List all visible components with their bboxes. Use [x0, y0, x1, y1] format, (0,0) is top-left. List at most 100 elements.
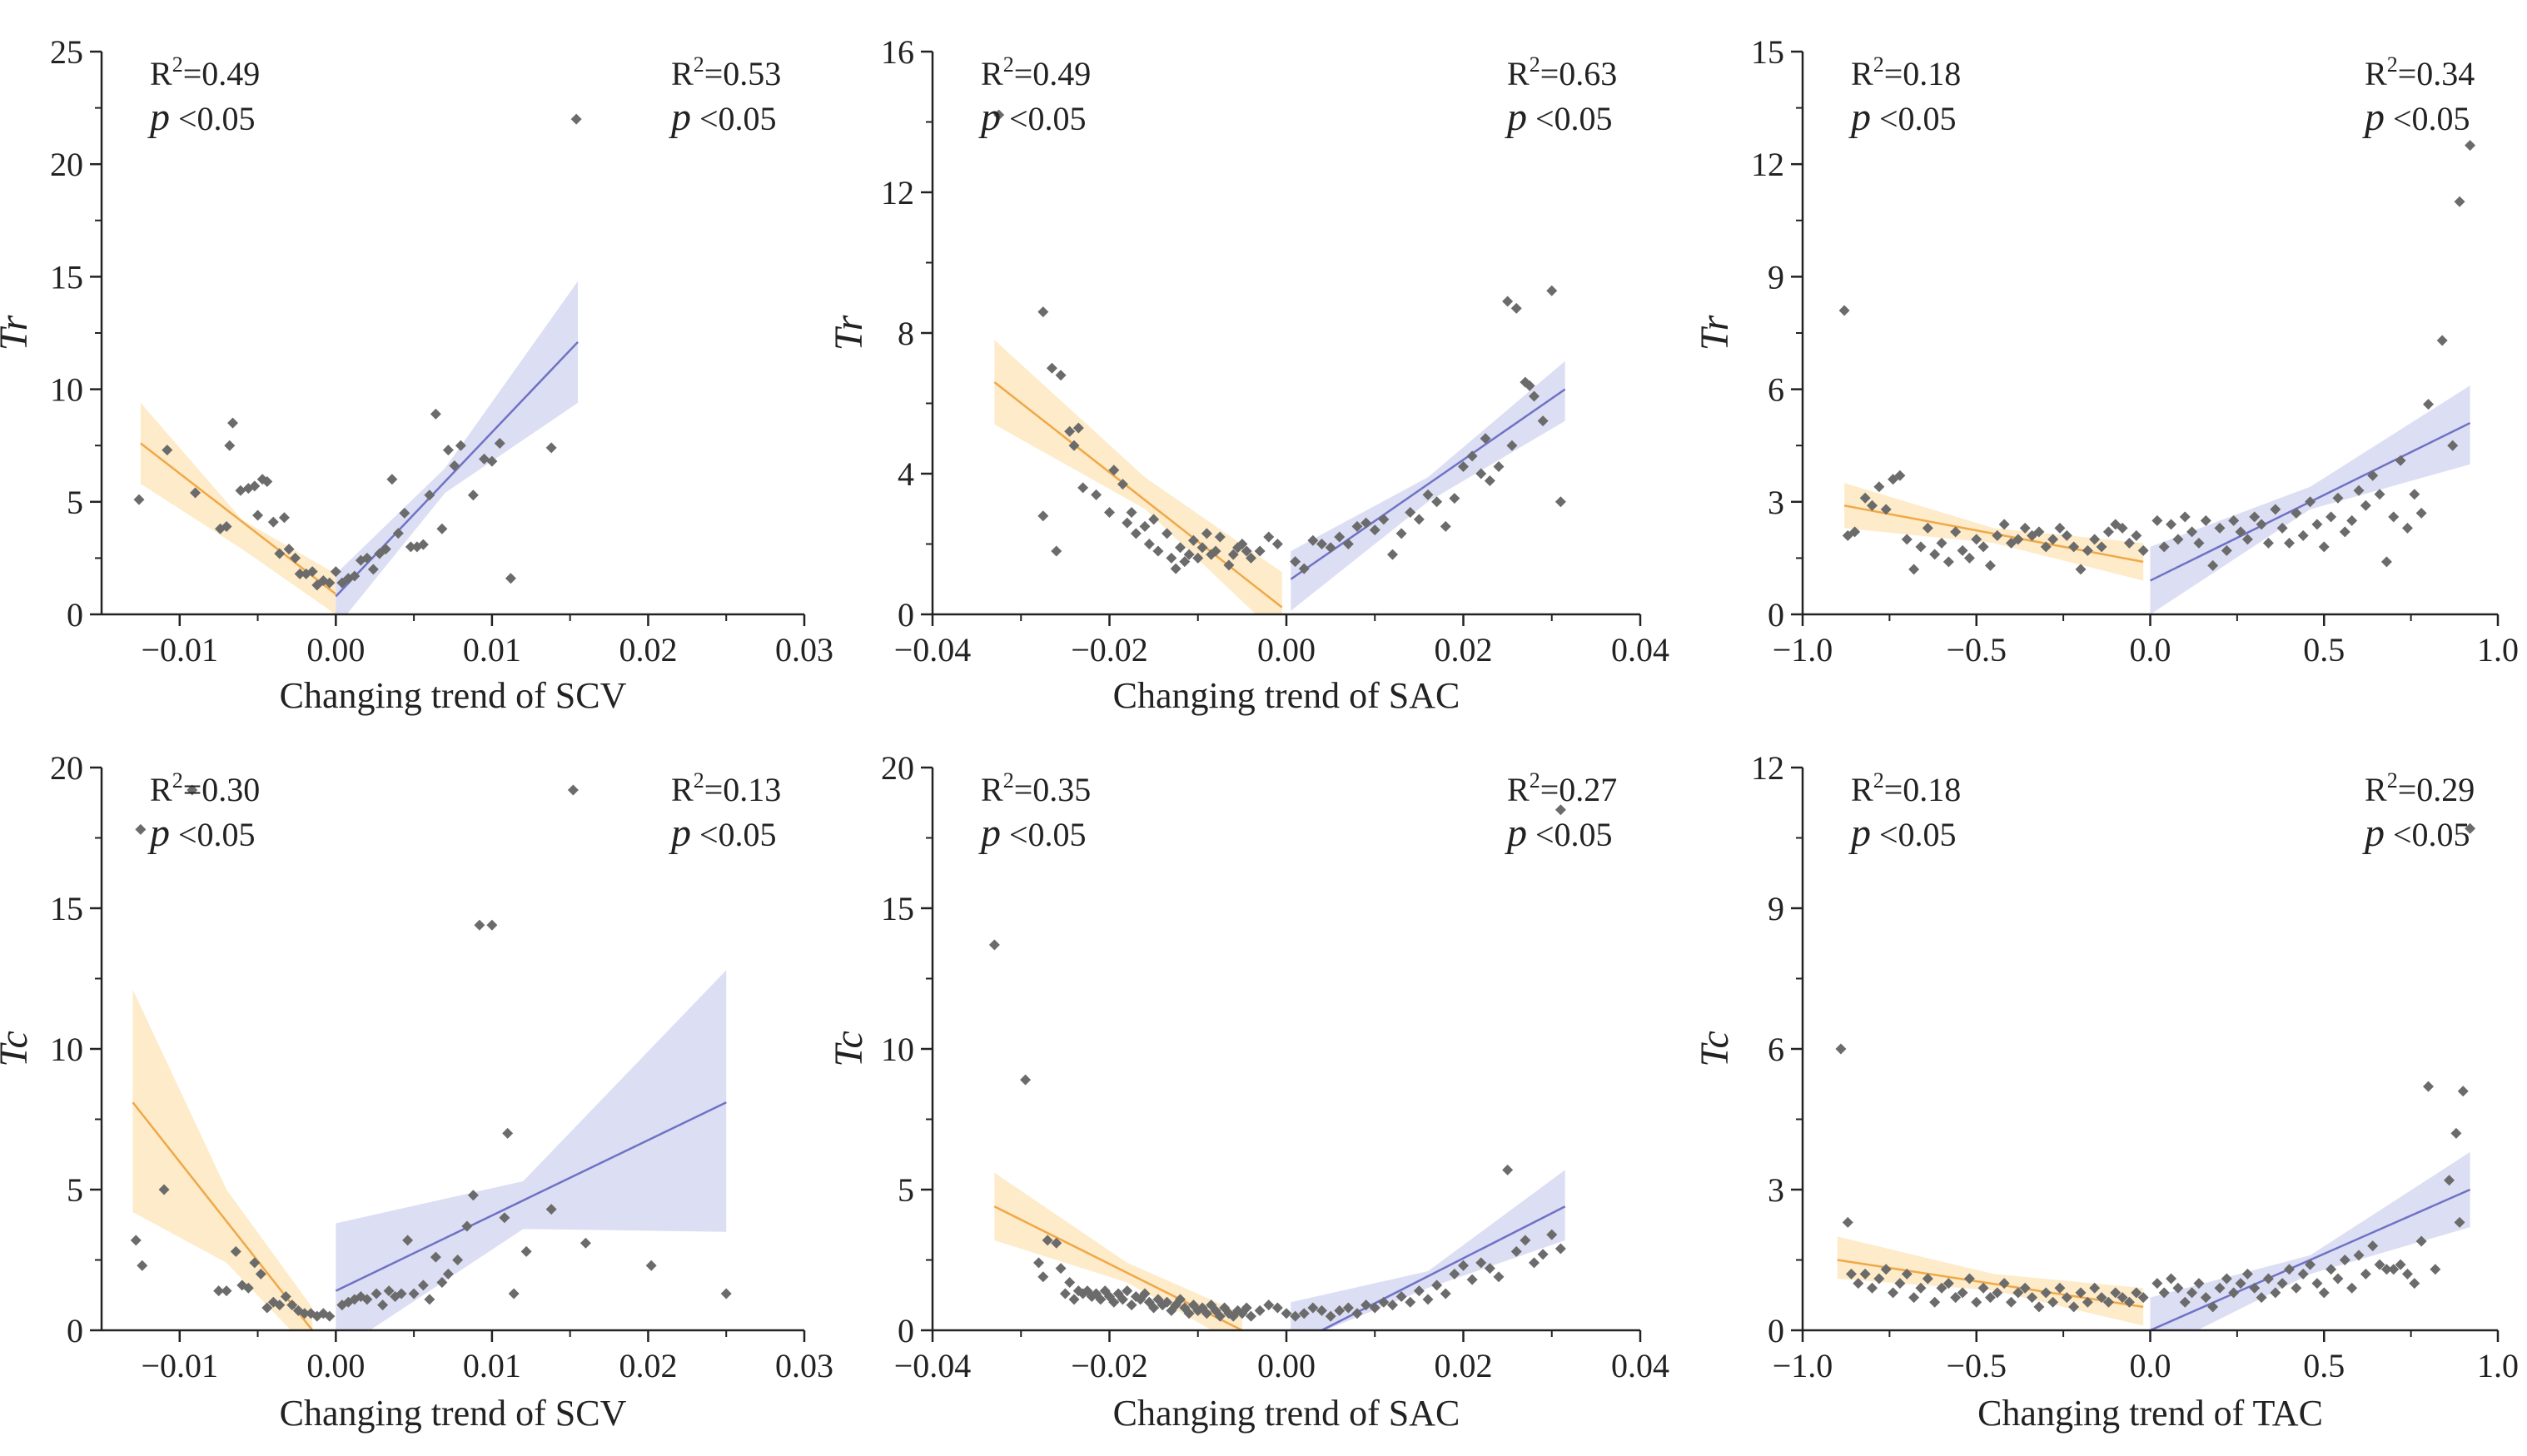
confidence-band-0 — [1837, 1236, 2144, 1326]
data-point — [2465, 822, 2476, 834]
data-point — [1480, 433, 1491, 445]
data-point — [2221, 1273, 2232, 1285]
data-point — [499, 1212, 510, 1224]
data-point — [1431, 1280, 1443, 1291]
data-point — [371, 1288, 382, 1299]
y-tick-label: 15 — [50, 890, 83, 927]
data-point — [1037, 1271, 1049, 1283]
x-tick-label: −0.02 — [1071, 1347, 1148, 1384]
data-point — [1126, 506, 1137, 518]
panel-tc-scv: −0.01 0.00 0.01 0.02 0.03 0 5 10 15 20 Changing tr… — [0, 749, 833, 1434]
data-point — [2200, 514, 2211, 526]
data-point — [1529, 1257, 1540, 1269]
data-point — [1537, 1249, 1549, 1260]
confidence-band-1 — [336, 281, 579, 614]
data-point — [2040, 1287, 2052, 1299]
r-squared-label: R2=0.27 — [1507, 768, 1617, 808]
x-tick-label: −0.5 — [1946, 631, 2007, 668]
data-point — [1179, 556, 1191, 568]
data-point — [1458, 1260, 1469, 1271]
data-point — [2110, 1287, 2122, 1299]
data-point — [1281, 1308, 1292, 1319]
data-point — [2102, 1296, 2114, 1308]
fit-line-0 — [993, 381, 1283, 609]
data-point — [2249, 1282, 2261, 1294]
plot-area — [132, 970, 727, 1330]
data-point — [299, 1308, 311, 1319]
y-tick-label: 20 — [50, 749, 83, 787]
data-point — [249, 480, 261, 492]
p-value-label: p <0.05 — [2362, 811, 2470, 855]
data-point — [324, 1310, 336, 1322]
confidence-band-0 — [140, 402, 336, 614]
confidence-band-0 — [1844, 483, 2144, 581]
data-point — [1963, 1273, 1975, 1285]
x-tick-label: 0.02 — [1435, 1347, 1493, 1384]
data-point — [330, 566, 341, 578]
data-point — [1290, 1310, 1301, 1322]
y-tick-label: 6 — [1768, 1031, 1784, 1068]
data-point — [430, 408, 441, 420]
data-point — [1361, 517, 1372, 529]
data-point — [261, 1302, 273, 1314]
y-tick-label: 0 — [67, 596, 83, 634]
data-point — [2117, 1292, 2128, 1304]
data-point — [1316, 1304, 1327, 1316]
r-squared-label: R2=0.35 — [981, 768, 1091, 808]
data-point — [1037, 306, 1049, 318]
data-point — [2193, 1278, 2205, 1290]
data-point — [1422, 1294, 1434, 1305]
data-point — [2082, 544, 2093, 556]
plot-area — [993, 340, 1566, 614]
data-point — [1059, 1288, 1071, 1299]
data-point — [1963, 552, 1975, 564]
data-point — [2318, 541, 2330, 553]
data-point — [1214, 1310, 1226, 1322]
data-point — [2027, 1292, 2038, 1304]
data-point — [1064, 425, 1076, 437]
data-point — [1126, 1299, 1137, 1311]
data-point — [1351, 1308, 1363, 1319]
data-point — [1342, 539, 1354, 549]
data-point — [2262, 1273, 2274, 1285]
data-point — [261, 475, 273, 487]
data-point — [2158, 541, 2170, 553]
data-point — [2123, 537, 2135, 549]
data-point — [2166, 519, 2177, 530]
x-tick-label: 0.00 — [1257, 631, 1316, 668]
data-point — [1033, 1257, 1044, 1269]
x-axis-title: Changing trend of SCV — [280, 675, 627, 716]
data-point — [452, 1255, 464, 1265]
plot-area — [993, 1170, 1566, 1330]
fit-line-1 — [1290, 388, 1566, 580]
data-point — [1020, 1074, 1032, 1086]
data-point — [1361, 1299, 1372, 1311]
y-tick-label: 10 — [50, 371, 83, 409]
data-point — [1555, 496, 1566, 508]
data-point — [1072, 422, 1084, 434]
data-point — [2367, 1240, 2379, 1252]
data-point — [580, 1237, 591, 1249]
data-point — [1502, 296, 1514, 307]
data-point — [1117, 479, 1128, 490]
data-point — [2339, 1255, 2350, 1265]
data-point — [2415, 507, 2427, 519]
data-point — [1192, 552, 1204, 564]
data-point — [1484, 1263, 1495, 1275]
x-tick-label: −0.04 — [894, 1347, 972, 1384]
y-tick-label: 3 — [1768, 1171, 1784, 1209]
y-tick-label: 12 — [1751, 146, 1784, 183]
data-point — [1241, 1302, 1252, 1314]
y-tick-label: 10 — [881, 1031, 914, 1068]
data-point — [2047, 1296, 2059, 1308]
data-point — [2374, 489, 2385, 500]
data-point — [1223, 559, 1235, 571]
r-squared-label: R2=0.53 — [671, 52, 781, 92]
data-point — [1431, 496, 1443, 508]
x-tick-label: 0.01 — [463, 1347, 521, 1384]
y-tick-label: 15 — [1751, 33, 1784, 71]
y-tick-label: 20 — [881, 749, 914, 787]
r-squared-label: R2=0.49 — [150, 52, 260, 92]
data-point — [1241, 545, 1252, 557]
data-point — [2186, 1287, 2198, 1299]
